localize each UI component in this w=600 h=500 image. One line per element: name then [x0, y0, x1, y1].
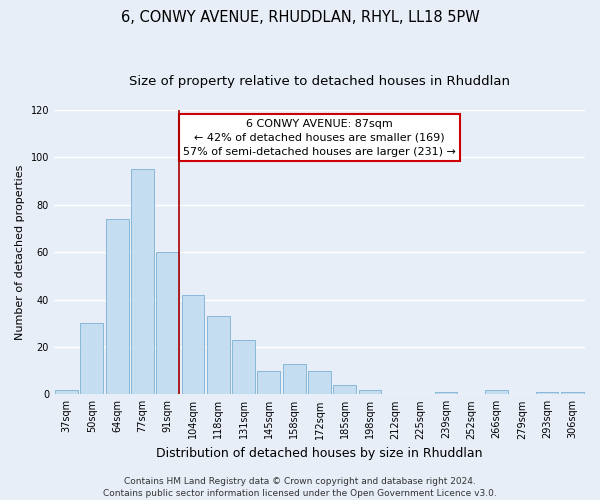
- Bar: [106, 219, 128, 394]
- Bar: [308, 370, 331, 394]
- Bar: [257, 370, 280, 394]
- Text: 6, CONWY AVENUE, RHUDDLAN, RHYL, LL18 5PW: 6, CONWY AVENUE, RHUDDLAN, RHYL, LL18 5P…: [121, 10, 479, 25]
- Y-axis label: Number of detached properties: Number of detached properties: [15, 164, 25, 340]
- Bar: [434, 392, 457, 394]
- Bar: [232, 340, 255, 394]
- Bar: [485, 390, 508, 394]
- Text: 6 CONWY AVENUE: 87sqm
← 42% of detached houses are smaller (169)
57% of semi-det: 6 CONWY AVENUE: 87sqm ← 42% of detached …: [183, 118, 456, 156]
- Title: Size of property relative to detached houses in Rhuddlan: Size of property relative to detached ho…: [129, 75, 510, 88]
- Bar: [182, 295, 205, 394]
- Bar: [207, 316, 230, 394]
- Bar: [55, 390, 78, 394]
- Bar: [283, 364, 305, 394]
- Bar: [131, 169, 154, 394]
- X-axis label: Distribution of detached houses by size in Rhuddlan: Distribution of detached houses by size …: [156, 447, 483, 460]
- Bar: [80, 323, 103, 394]
- Bar: [561, 392, 584, 394]
- Bar: [157, 252, 179, 394]
- Bar: [359, 390, 382, 394]
- Bar: [536, 392, 559, 394]
- Text: Contains HM Land Registry data © Crown copyright and database right 2024.
Contai: Contains HM Land Registry data © Crown c…: [103, 476, 497, 498]
- Bar: [334, 385, 356, 394]
